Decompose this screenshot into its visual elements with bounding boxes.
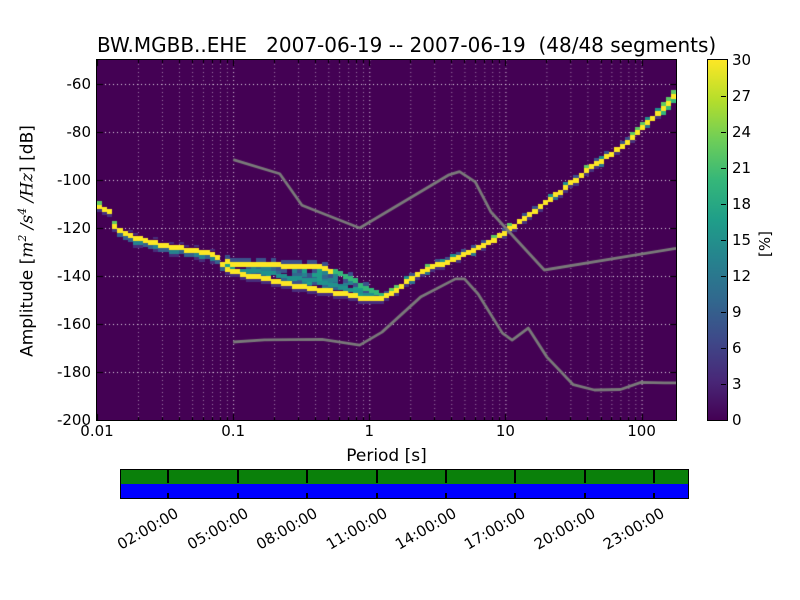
- colorbar-tick-mark: [721, 384, 726, 385]
- colorbar-tick-label: 24: [732, 123, 752, 141]
- availability-tick: [445, 493, 447, 498]
- y-tick-label: -120: [56, 219, 91, 237]
- time-label: 11:00:00: [323, 504, 391, 554]
- availability-tick: [514, 470, 516, 483]
- time-label: 02:00:00: [114, 504, 182, 554]
- colorbar-tick-label: 12: [732, 267, 752, 285]
- availability-tick: [237, 493, 239, 498]
- colorbar-tick-mark: [721, 96, 726, 97]
- colorbar-tick-mark: [721, 168, 726, 169]
- availability-tick: [167, 493, 169, 498]
- colorbar-tick-label: 27: [732, 87, 752, 105]
- colorbar-tick-label: 21: [732, 159, 752, 177]
- availability-tick: [376, 470, 378, 483]
- colorbar-tick-mark: [721, 204, 726, 205]
- ylabel-prefix: Amplitude [: [17, 257, 38, 357]
- x-tick-label: 100: [627, 422, 656, 440]
- ylabel-math-s: /s: [17, 214, 38, 235]
- ylabel-suffix: ] [dB]: [17, 125, 38, 173]
- availability-tick: [445, 470, 447, 483]
- colorbar-tick-mark: [721, 240, 726, 241]
- availability-tick: [584, 470, 586, 483]
- y-tick-label: -180: [56, 363, 91, 381]
- x-axis-label: Period [s]: [346, 446, 427, 466]
- colorbar-tick-label: 18: [732, 195, 752, 213]
- x-tick-label: 10: [495, 422, 515, 440]
- colorbar-tick-label: 3: [732, 375, 742, 393]
- availability-tick: [237, 470, 239, 483]
- time-label: 20:00:00: [531, 504, 599, 554]
- time-label: 23:00:00: [600, 504, 668, 554]
- y-tick-label: -100: [56, 171, 91, 189]
- colorbar-tick-label: 30: [732, 51, 752, 69]
- colorbar-tick-mark: [721, 312, 726, 313]
- x-tick-label: 0.01: [80, 422, 114, 440]
- time-label: 17:00:00: [461, 504, 529, 554]
- availability-tick: [514, 493, 516, 498]
- x-tick-label: 1: [364, 422, 375, 440]
- ylabel-math-s-exp: 4: [16, 207, 29, 215]
- ppsd-heatmap-canvas: [97, 60, 676, 420]
- availability-tick: [306, 493, 308, 498]
- colorbar-tick-label: 6: [732, 339, 742, 357]
- plot-title: BW.MGBB..EHE 2007-06-19 -- 2007-06-19 (4…: [97, 33, 717, 57]
- time-label: 14:00:00: [392, 504, 460, 554]
- availability-green-band: [121, 470, 688, 484]
- availability-bar: [120, 469, 689, 499]
- colorbar-tick-label: 9: [732, 303, 742, 321]
- ylabel-math-hz: /Hz: [17, 172, 38, 208]
- y-tick-label: -140: [56, 267, 91, 285]
- y-tick-label: -200: [56, 411, 91, 429]
- ylabel-math-m-exp: 2: [16, 234, 29, 242]
- availability-tick: [584, 493, 586, 498]
- x-tick-label: 0.1: [221, 422, 246, 440]
- availability-tick: [167, 470, 169, 483]
- colorbar-gradient: [708, 60, 727, 420]
- y-axis-label: Amplitude [m2 /s4 /Hz] [dB]: [16, 71, 38, 411]
- availability-tick: [376, 493, 378, 498]
- y-tick-label: -60: [66, 75, 92, 93]
- time-label: 08:00:00: [253, 504, 321, 554]
- y-tick-label: -160: [56, 315, 91, 333]
- availability-tick: [653, 470, 655, 483]
- colorbar-tick-mark: [721, 132, 726, 133]
- colorbar: [707, 59, 728, 421]
- ppsd-plot: [96, 59, 677, 421]
- availability-blue-band: [121, 484, 688, 498]
- colorbar-tick-label: 15: [732, 231, 752, 249]
- colorbar-tick-label: 0: [732, 411, 742, 429]
- time-label: 05:00:00: [184, 504, 252, 554]
- ylabel-math-m: m: [17, 241, 38, 258]
- colorbar-tick-mark: [721, 276, 726, 277]
- availability-tick: [653, 493, 655, 498]
- y-tick-label: -80: [66, 123, 92, 141]
- colorbar-tick-mark: [721, 348, 726, 349]
- availability-tick: [306, 470, 308, 483]
